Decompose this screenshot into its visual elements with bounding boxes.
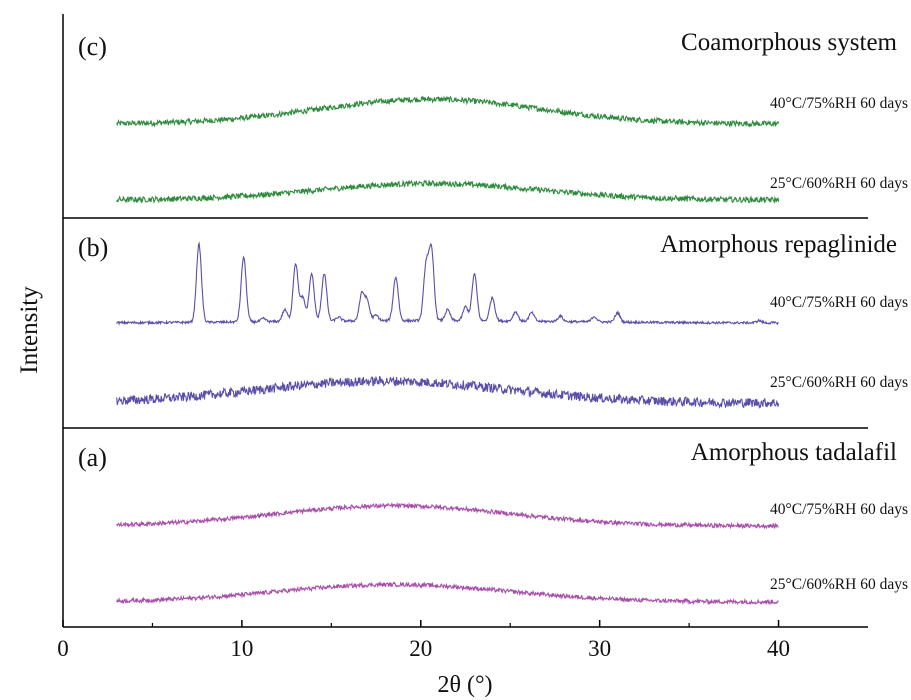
panel-label: (a) [78, 443, 107, 472]
xrd-trace [116, 95, 780, 128]
traces [116, 95, 780, 606]
panel-title: Amorphous tadalafil [691, 439, 897, 466]
x-tick-label-10: 10 [230, 636, 253, 661]
xrd-trace [116, 501, 779, 530]
x-tick-label-20: 20 [409, 636, 432, 661]
panel-label: (b) [78, 233, 108, 262]
xrd-trace [116, 580, 779, 606]
panel-title: Coamorphous system [681, 29, 898, 56]
xrd-trace [116, 241, 779, 326]
xrd-trace [116, 179, 780, 205]
x-axis-label: 2θ (°) [437, 672, 492, 698]
series-label: 25°C/60%RH 60 days [770, 374, 908, 391]
x-tick-label-0: 0 [57, 636, 69, 661]
x-tick-label-40: 40 [767, 636, 790, 661]
x-tick-label-30: 30 [588, 636, 611, 661]
y-axis-label: Intensity [16, 286, 43, 374]
panel-title: Amorphous repaglinide [660, 231, 897, 258]
panel-labels: (c) Coamorphous system 40°C/75%RH 60 days 2… [78, 29, 908, 593]
series-label: 40°C/75%RH 60 days [770, 294, 908, 311]
series-label: 25°C/60%RH 60 days [770, 175, 908, 192]
series-label: 40°C/75%RH 60 days [770, 501, 908, 518]
series-label: 40°C/75%RH 60 days [770, 95, 908, 112]
x-ticks: 0 10 20 30 40 [57, 620, 790, 661]
series-label: 25°C/60%RH 60 days [770, 576, 908, 593]
panel-label: (c) [78, 32, 107, 61]
xrd-trace [116, 375, 780, 410]
